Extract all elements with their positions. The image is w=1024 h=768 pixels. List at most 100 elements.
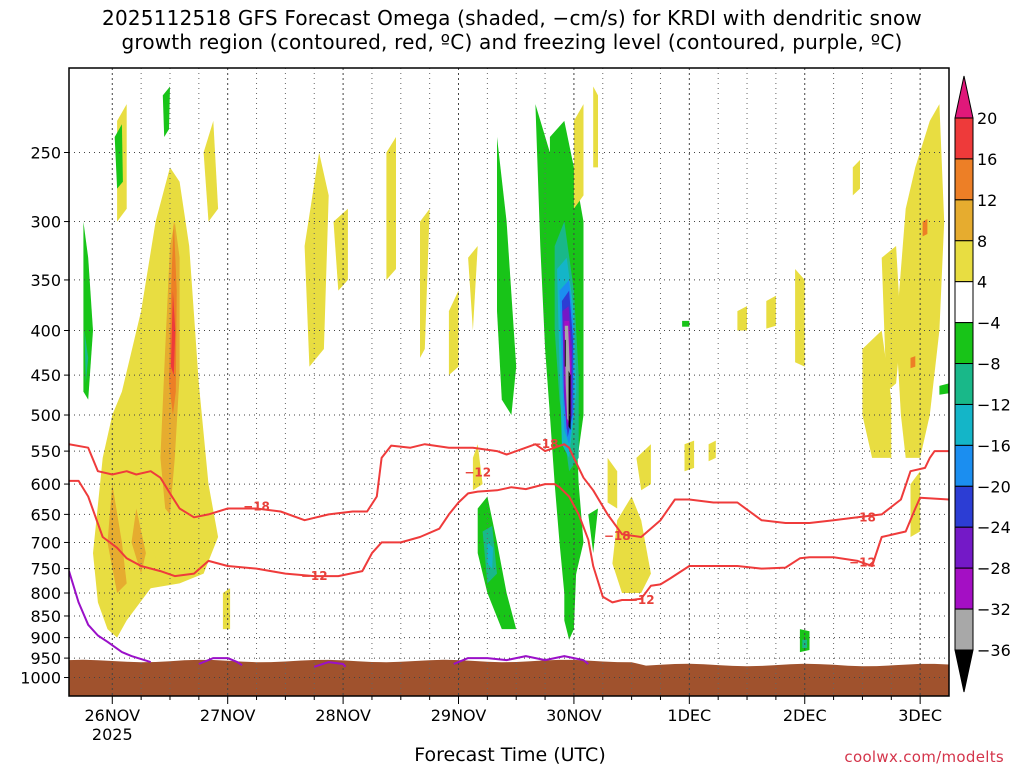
omega-area [612, 496, 651, 593]
colorbar-bin [954, 322, 974, 365]
colorbar-bin [954, 199, 974, 242]
omega-area [593, 86, 598, 168]
colorbar-bin [954, 363, 974, 405]
x-tick-label: 29NOV [431, 706, 487, 725]
omega-area [737, 306, 747, 331]
omega-area [682, 320, 690, 327]
y-tick-label: 950 [30, 649, 61, 668]
colorbar-bin [954, 608, 974, 651]
y-tick-label: 800 [30, 584, 61, 603]
x-tick-label: 28NOV [315, 706, 371, 725]
colorbar-label: 16 [977, 150, 997, 169]
omega-area [170, 290, 176, 376]
colorbar-label: −4 [977, 314, 1001, 333]
colorbar-label: 4 [977, 273, 987, 292]
chart-title: 2025112518 GFS Forecast Omega (shaded, −… [0, 6, 1024, 54]
colorbar-label: 12 [977, 191, 997, 210]
contour-label: −18 [604, 529, 631, 543]
omega-area [84, 330, 89, 384]
contour-label: −12 [301, 569, 328, 583]
omega-area [607, 457, 618, 509]
y-tick-label: 500 [30, 406, 61, 425]
y-tick-label: 350 [30, 271, 61, 290]
omega-area [304, 152, 329, 367]
title-line-2: growth region (contoured, red, ºC) and f… [121, 30, 903, 54]
contour-label: −18 [532, 437, 559, 451]
colorbar-label: −36 [977, 641, 1011, 660]
x-tick-label: 2DEC [783, 706, 827, 725]
dendritic-contour-line [69, 443, 949, 538]
x-tick-label: 30NOV [546, 706, 602, 725]
y-tick-label: 300 [30, 213, 61, 232]
x-tick-label: 26NOV [84, 706, 140, 725]
colorbar-bin [954, 117, 974, 160]
colorbar-bin [954, 240, 974, 283]
omega-area [862, 330, 892, 458]
omega-area [131, 508, 146, 574]
x-tick-label: 3DEC [898, 706, 942, 725]
contour-label: −18 [243, 500, 270, 514]
plot-content: −18 −18 −18 −18 −12 −12 −12 −12 [69, 68, 949, 696]
x-tick-label: 1DEC [667, 706, 711, 725]
colorbar-label: −12 [977, 395, 1011, 414]
omega-area [852, 160, 860, 196]
y-tick-label: 450 [30, 366, 61, 385]
omega-area [684, 440, 695, 472]
omega-area [636, 444, 651, 491]
omega-area [564, 339, 566, 367]
omega-area [922, 219, 928, 237]
omega-area [114, 124, 123, 189]
y-tick-label: 650 [30, 505, 61, 524]
omega-area [468, 246, 478, 331]
freezing-level-contour [198, 657, 243, 667]
x-tick-label: 27NOV [200, 706, 256, 725]
colorbar-label: −24 [977, 518, 1011, 537]
colorbar-bin [954, 158, 974, 201]
omega-area [83, 221, 93, 400]
dendritic-contour-line [69, 479, 949, 604]
omega-area [477, 496, 517, 630]
omega-area [568, 370, 571, 430]
colorbar-bin [954, 526, 974, 569]
axes: 250 300 350 400 450 500 550 600 650 700 750 800 850 9… [20, 67, 950, 740]
omega-area [497, 137, 517, 415]
y-tick-label: 700 [30, 533, 61, 552]
y-tick-label: 250 [30, 144, 61, 163]
y-tick-label: 750 [30, 560, 61, 579]
contour-label: −12 [628, 593, 655, 607]
chart-canvas: −18−18−18−18−12−12−12−12 250300350400450… [20, 67, 1011, 740]
plot-area: −18 −18 −18 −18 −12 −12 −12 −12 [69, 68, 949, 696]
omega-area [910, 471, 921, 537]
omega-area [472, 444, 483, 491]
colorbar: 20 16 12 8 4 −4 −8 −12 −16 −20 −24 −28 −32 −36 [954, 75, 1011, 693]
colorbar-label: −28 [977, 559, 1011, 578]
y-tick-label: 550 [30, 442, 61, 461]
omega-area [939, 383, 949, 395]
y-tick-label: 600 [30, 475, 61, 494]
x-axis-label: Forecast Time (UTC) [414, 744, 606, 766]
omega-area [708, 440, 716, 462]
omega-area [203, 120, 219, 222]
colorbar-bin [954, 281, 974, 324]
freezing-level-contour [313, 661, 347, 668]
contour-label: −12 [464, 466, 491, 480]
omega-area [896, 104, 945, 458]
y-tick-label: 1000 [20, 669, 61, 688]
colorbar-label: −20 [977, 477, 1011, 496]
omega-area [448, 290, 459, 376]
freezing-level-contour [453, 655, 589, 665]
colorbar-tip-bottom [954, 649, 974, 693]
omega-area [420, 208, 430, 358]
colorbar-tip-top [954, 75, 974, 119]
colorbar-label: −8 [977, 355, 1001, 374]
colorbar-bin [954, 403, 974, 446]
omega-area [107, 484, 127, 593]
y-tick-label: 400 [30, 322, 61, 341]
omega-area [222, 588, 231, 630]
colorbar-label: 8 [977, 232, 987, 251]
credit-link[interactable]: coolwx.com/modelts [844, 748, 1004, 766]
colorbar-label: −32 [977, 600, 1011, 619]
omega-area [766, 295, 776, 329]
omega-area [487, 542, 494, 569]
colorbar-label: 20 [977, 109, 997, 128]
